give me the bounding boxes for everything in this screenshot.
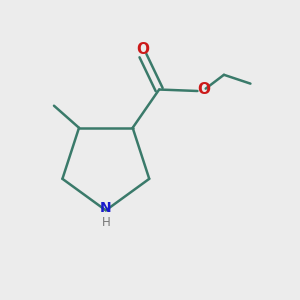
Text: O: O [136, 42, 149, 57]
Text: O: O [197, 82, 210, 97]
Text: H: H [101, 216, 110, 229]
Text: N: N [100, 201, 112, 215]
